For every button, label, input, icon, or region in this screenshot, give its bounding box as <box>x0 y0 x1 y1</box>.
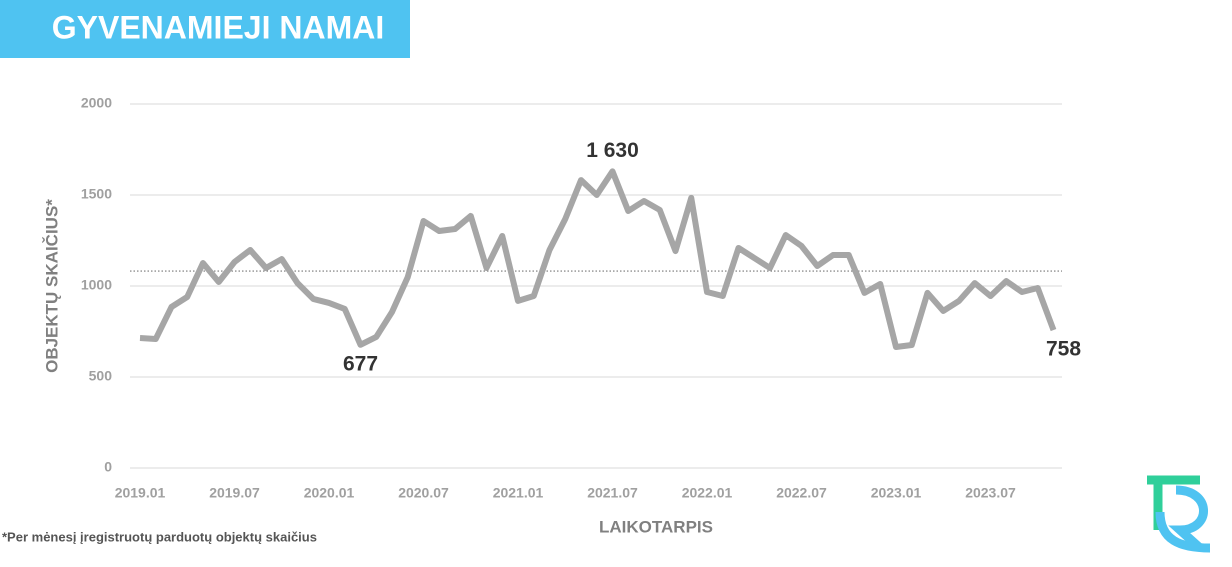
value-label: 677 <box>343 352 378 375</box>
footnote: *Per mėnesį įregistruotų parduotų objekt… <box>2 529 317 544</box>
x-tick-label: 2020.07 <box>398 485 449 501</box>
x-tick-label: 2020.01 <box>304 485 355 501</box>
value-label: 758 <box>1046 338 1081 361</box>
chart-title: GYVENAMIEJI NAMAI <box>52 9 384 45</box>
y-tick-label: 1000 <box>81 277 112 293</box>
y-tick-label: 0 <box>104 459 112 475</box>
x-tick-label: 2023.01 <box>871 485 922 501</box>
x-axis-label: LAIKOTARPIS <box>599 517 713 536</box>
data-line <box>139 168 1057 350</box>
x-tick-label: 2023.07 <box>965 485 1016 501</box>
x-tick-label: 2022.07 <box>776 485 827 501</box>
y-tick-label: 500 <box>89 368 113 384</box>
x-tick-label: 2019.01 <box>115 485 166 501</box>
y-tick-label: 1500 <box>81 186 112 202</box>
y-tick-label: 2000 <box>81 95 112 111</box>
x-tick-label: 2019.07 <box>209 485 260 501</box>
logo <box>1147 475 1211 553</box>
x-tick-label: 2022.01 <box>682 485 733 501</box>
x-tick-label: 2021.07 <box>587 485 638 501</box>
title-banner <box>0 0 410 58</box>
value-label: 1 630 <box>586 139 639 162</box>
x-tick-label: 2021.01 <box>493 485 544 501</box>
y-axis-label: OBJEKTŲ SKAIČIUS* <box>42 199 61 373</box>
